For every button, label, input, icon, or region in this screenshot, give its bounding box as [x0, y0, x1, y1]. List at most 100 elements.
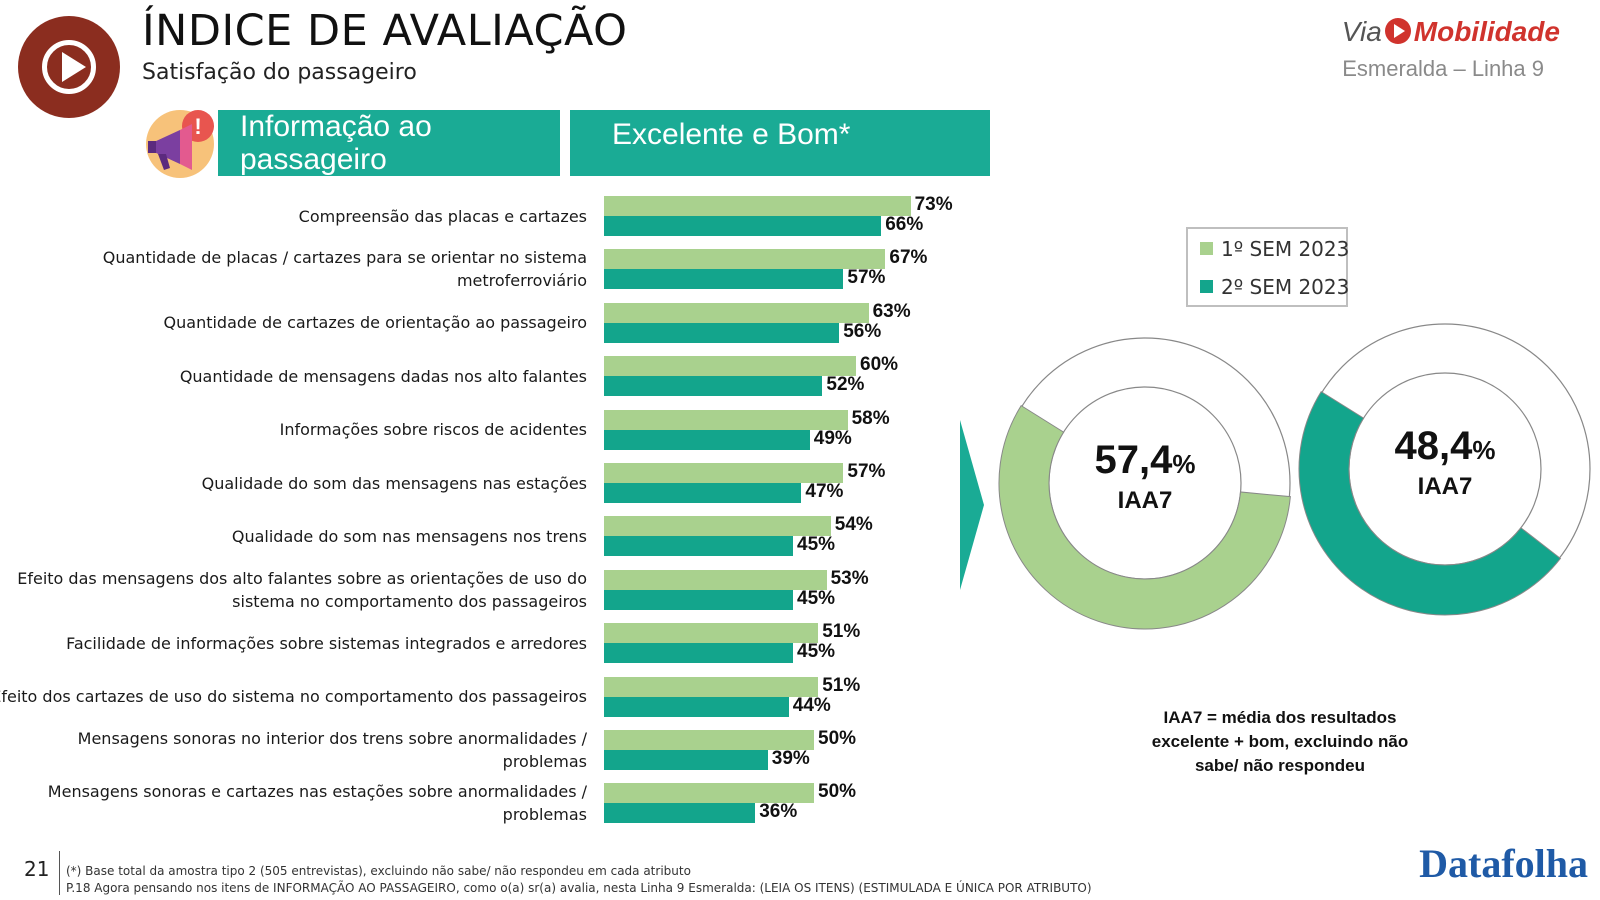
data-label-sem1: 51% [822, 621, 861, 643]
data-label-sem2: 66% [885, 214, 924, 235]
arrow-right-icon [960, 420, 984, 590]
bar-sem2 [604, 536, 793, 557]
category-label: Compreensão das placas e cartazes [0, 205, 587, 228]
data-label-sem1: 51% [822, 674, 861, 696]
footnote-question: P.18 Agora pensando nos itens de INFORMA… [66, 881, 1092, 895]
bar-sem1 [604, 463, 844, 483]
data-label-sem1: 67% [889, 247, 928, 269]
category-label-line: Informações sobre riscos de acidentes [279, 420, 587, 440]
legend-label-sem1: 1º SEM 2023 [1221, 237, 1350, 261]
donut-sem2-unit: % [1472, 435, 1496, 465]
category-label-line: Efeito das mensagens dos alto falantes s… [17, 568, 587, 588]
data-label-sem1: 60% [860, 354, 899, 376]
donut-sem1-label: IAA7 [1117, 487, 1173, 514]
category-label-line: problemas [502, 752, 587, 771]
data-label-sem2: 49% [813, 427, 852, 449]
legend-item-sem2: 2º SEM 2023 [1200, 275, 1349, 299]
data-label-sem2: 36% [759, 801, 798, 823]
topic-band: Informação ao passageiro [218, 110, 560, 176]
category-label-line: sistema no comportamento dos passageiros [232, 591, 587, 611]
category-label-line: Efeito dos cartazes de uso do sistema no… [0, 687, 587, 707]
category-label: Facilidade de informações sobre sistemas… [0, 632, 587, 655]
category-label: Efeito das mensagens dos alto falantes s… [0, 567, 587, 613]
page-number: 21 [24, 857, 50, 881]
category-label-line: Qualidade do som das mensagens nas estaç… [201, 473, 587, 493]
data-label-sem1: 50% [818, 781, 857, 803]
donut-sem1-value-arc [998, 404, 1291, 630]
footer-divider [59, 851, 60, 895]
category-label: Mensagens sonoras e cartazes nas estaçõe… [0, 780, 587, 826]
legend: 1º SEM 2023 2º SEM 2023 [1186, 227, 1349, 307]
category-label: Quantidade de cartazes de orientação ao … [0, 311, 587, 334]
category-label-line: problemas [502, 805, 587, 825]
data-label-sem2: 47% [805, 481, 844, 502]
legend-item-sem1: 1º SEM 2023 [1200, 237, 1349, 261]
data-label-sem1: 63% [872, 300, 911, 322]
legend-swatch-sem2 [1200, 280, 1213, 293]
page-title: ÍNDICE DE AVALIAÇÃO [142, 6, 628, 56]
bar-sem2 [604, 803, 756, 824]
data-label-sem1: 58% [851, 407, 890, 429]
data-label-sem2: 45% [797, 534, 836, 556]
category-label: Quantidade de mensagens dadas nos alto f… [0, 365, 587, 388]
donut-sem1-value: 57,4 [1094, 438, 1173, 482]
bar-sem2 [604, 269, 844, 290]
data-label-sem1: 50% [818, 728, 857, 749]
bar-sem1 [604, 356, 856, 377]
category-label: Qualidade do som das mensagens nas estaç… [0, 472, 587, 495]
category-label-line: Mensagens sonoras no interior dos trens … [77, 729, 587, 748]
bar-sem1 [604, 302, 869, 323]
data-label-sem2: 52% [826, 374, 865, 396]
footnote-base: (*) Base total da amostra tipo 2 (505 en… [66, 864, 691, 878]
data-label-sem1: 54% [834, 514, 873, 536]
bar-sem1 [604, 676, 819, 697]
bar-sem1 [604, 783, 814, 804]
page-subtitle: Satisfação do passageiro [142, 60, 417, 85]
measure-band: Excelente e Bom* [570, 110, 990, 176]
topic-line-1: Informação ao [240, 110, 432, 143]
data-label-sem1: 73% [914, 194, 953, 215]
bar-sem2 [604, 322, 840, 343]
bar-sem2 [604, 216, 882, 236]
megaphone-icon: ! [146, 110, 214, 178]
play-circle-icon [18, 16, 120, 118]
category-label: Efeito dos cartazes de uso do sistema no… [0, 685, 587, 708]
data-label-sem2: 39% [771, 748, 810, 769]
data-label-sem1: 57% [847, 461, 886, 482]
category-label: Qualidade do som nas mensagens nos trens [0, 525, 587, 548]
bar-sem1 [604, 249, 886, 270]
category-label-line: metroferroviário [456, 271, 587, 291]
category-label-line: Mensagens sonoras e cartazes nas estaçõe… [47, 782, 587, 802]
category-label-line: Quantidade de placas / cartazes para se … [102, 248, 587, 268]
category-label: Mensagens sonoras no interior dos trens … [0, 727, 587, 773]
bar-sem2 [604, 750, 768, 770]
bar-sem2 [604, 643, 793, 664]
category-label-line: Qualidade do som nas mensagens nos trens [231, 526, 587, 546]
svg-text:!: ! [194, 114, 201, 139]
donut-sem1 [998, 337, 1291, 630]
donut-sem1-center: 57,4% IAA7 [1045, 438, 1245, 515]
datafolha-logo: Datafolha [1419, 841, 1588, 886]
category-label-line: Quantidade de cartazes de orientação ao … [163, 313, 587, 333]
donut-sem2-center: 48,4% IAA7 [1345, 424, 1545, 501]
category-label: Quantidade de placas / cartazes para se … [0, 246, 587, 292]
brand-mob-text: Mobilidade [1413, 16, 1560, 47]
donut-sem2-value-arc [1298, 390, 1562, 616]
bar-sem1 [604, 623, 819, 644]
iaa7-note: IAA7 = média dos resultados excelente + … [1151, 708, 1409, 775]
topic-line-2: passageiro [240, 143, 387, 176]
bar-sem1 [604, 569, 827, 590]
legend-swatch-sem1 [1200, 242, 1213, 255]
data-label-sem2: 45% [797, 641, 836, 663]
bar-sem1 [604, 196, 911, 216]
data-label-sem2: 56% [843, 320, 882, 342]
bar-sem1 [604, 730, 814, 750]
bar-sem2 [604, 376, 823, 397]
donut-sem2 [1298, 323, 1591, 616]
bar-sem2 [604, 696, 789, 717]
category-label-line: Facilidade de informações sobre sistemas… [66, 633, 587, 653]
category-label-line: Quantidade de mensagens dadas nos alto f… [179, 366, 587, 386]
category-label-line: Compreensão das placas e cartazes [298, 206, 587, 226]
data-label-sem2: 45% [797, 587, 836, 609]
bar-sem2 [604, 589, 793, 610]
